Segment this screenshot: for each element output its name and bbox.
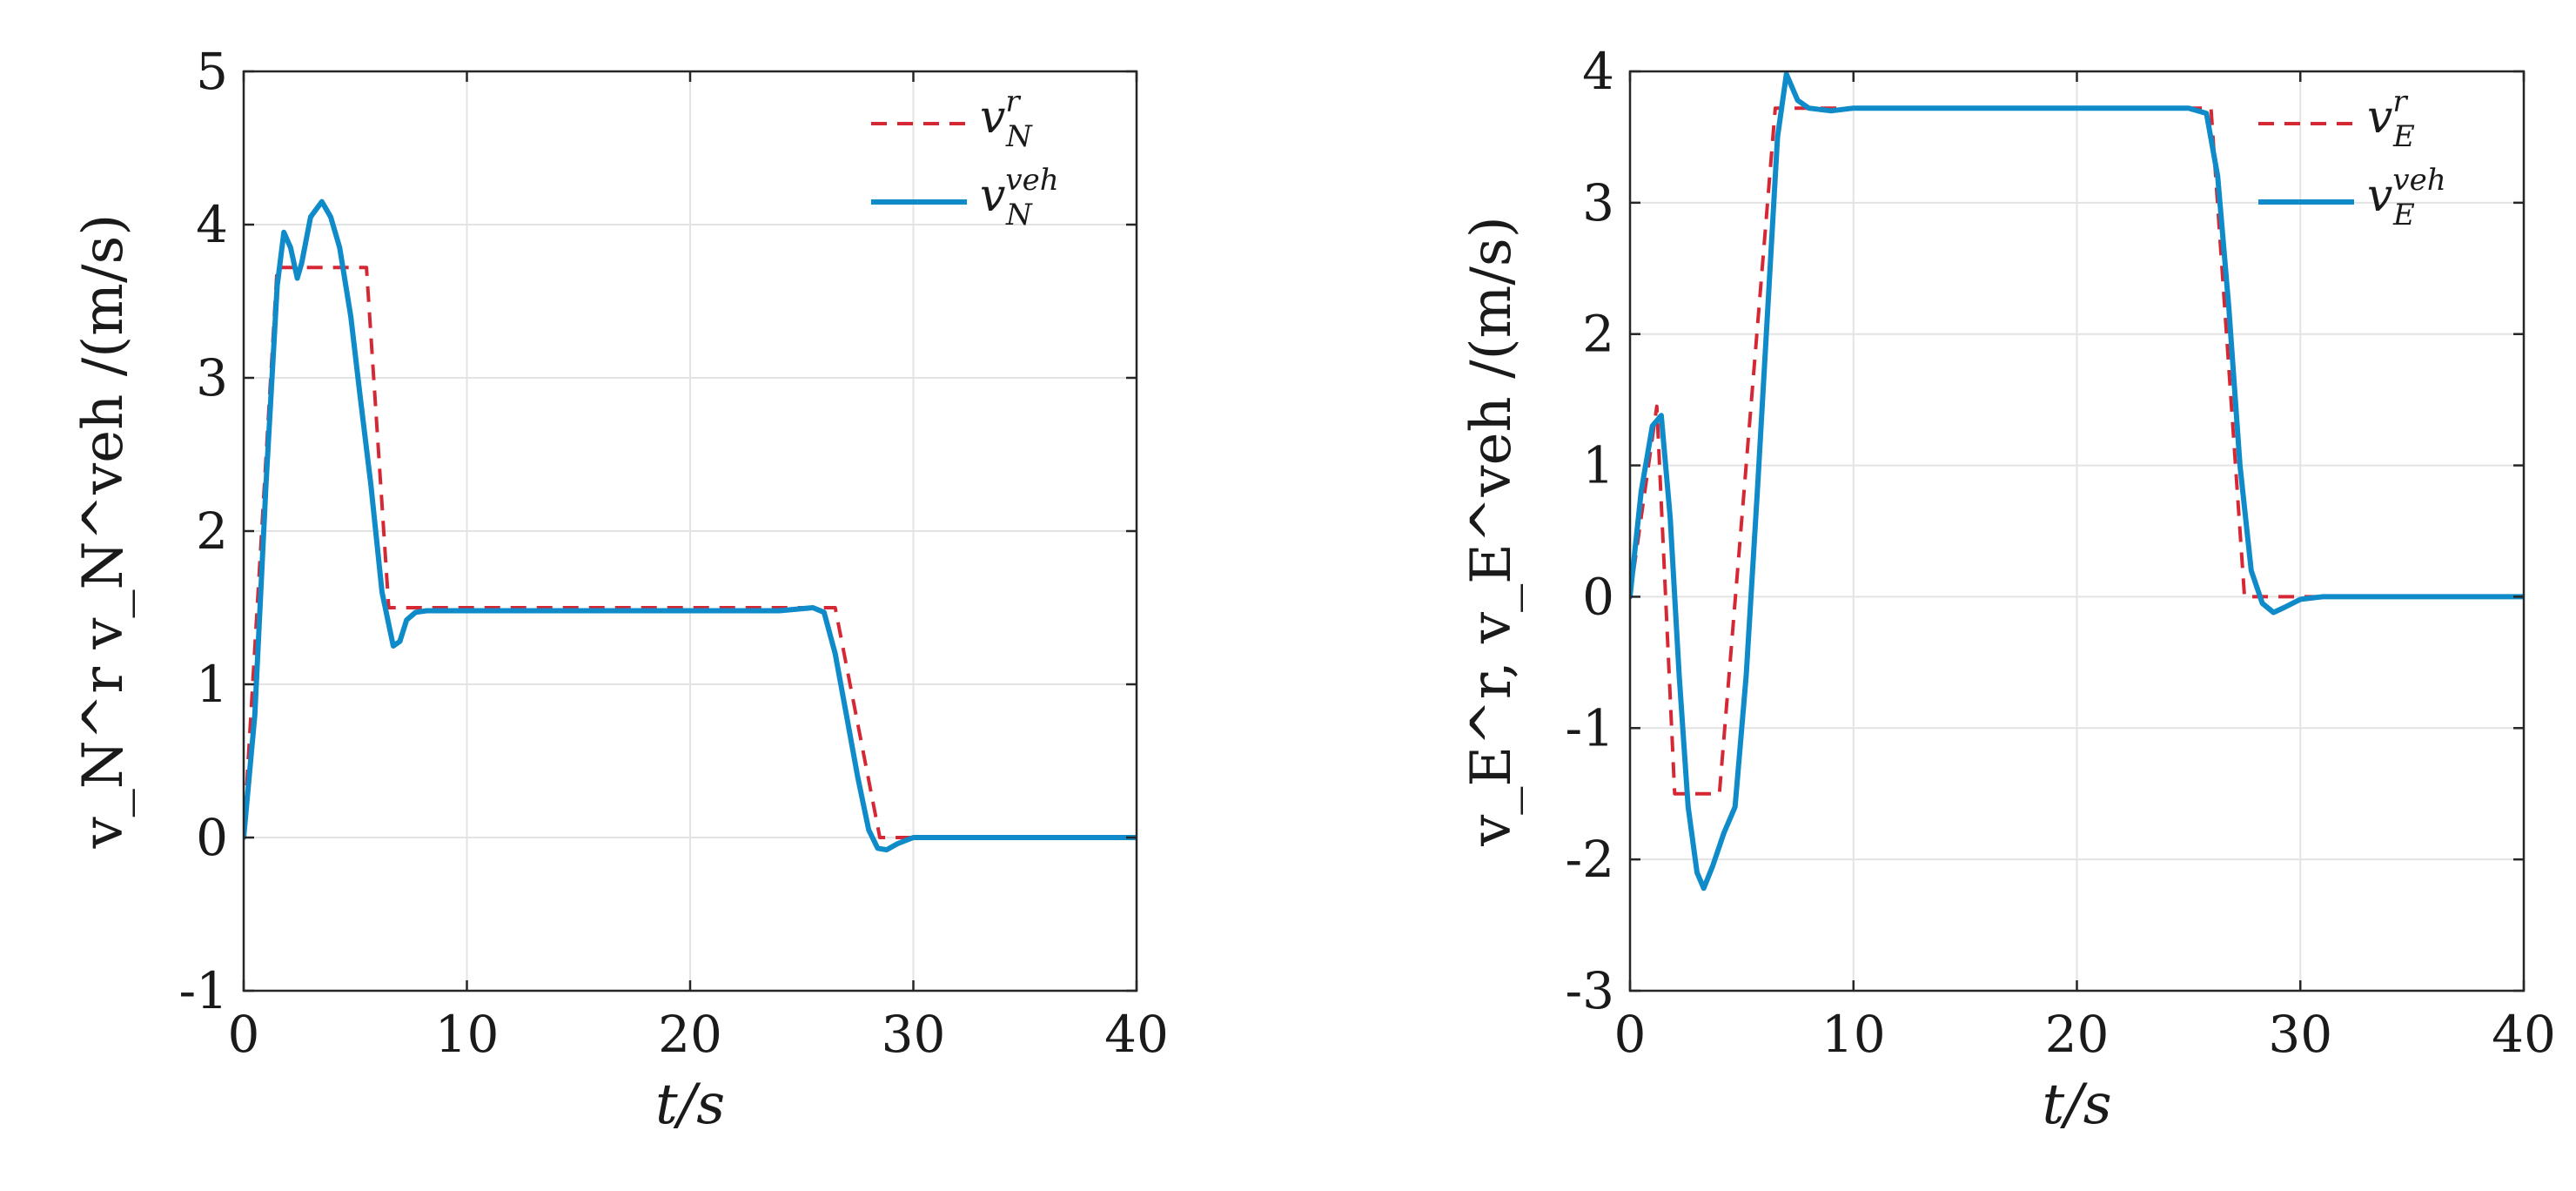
series-line-vehicle [244, 198, 1137, 853]
x-tick-label: 40 [1104, 1005, 1169, 1064]
x-tick-label: 0 [228, 1005, 260, 1064]
x-tick-label: 40 [2492, 1005, 2556, 1064]
legend-label-1: vveh E [2367, 163, 2446, 232]
y-tick-label: -1 [179, 961, 229, 1020]
legend-label-0: vr E [2367, 84, 2415, 154]
x-tick-label: 10 [1821, 1005, 1886, 1064]
y-tick-label: -3 [1566, 961, 1615, 1020]
y-tick-label: 3 [196, 348, 228, 407]
legend-label-1: vveh N [980, 163, 1059, 232]
x-tick-label: 0 [1614, 1005, 1647, 1064]
y-tick-label: 3 [1582, 173, 1614, 232]
y-tick-label: 1 [1582, 436, 1614, 495]
x-axis-label: t/s [655, 1073, 725, 1137]
y-tick-label: 2 [196, 501, 228, 561]
y-tick-label: 0 [1582, 567, 1614, 626]
y-axis-label: v_N^r v_N^veh /(m/s) [71, 214, 136, 850]
x-tick-label: 30 [2268, 1005, 2332, 1064]
x-tick-label: 30 [882, 1005, 946, 1064]
y-tick-label: -1 [1566, 698, 1615, 757]
x-tick-label: 20 [2045, 1005, 2110, 1064]
y-tick-label: 5 [196, 42, 228, 101]
series-line-vehicle [1630, 71, 2524, 892]
y-tick-label: 0 [196, 808, 228, 867]
y-tick-label: -2 [1566, 830, 1615, 889]
x-tick-label: 20 [658, 1005, 722, 1064]
y-axis-label: v_E^r, v_E^veh /(m/s) [1459, 216, 1524, 846]
y-tick-label: 2 [1582, 305, 1614, 364]
x-axis-label: t/s [2042, 1073, 2111, 1137]
x-tick-label: 10 [435, 1005, 500, 1064]
y-tick-label: 1 [196, 655, 228, 714]
legend-label-0: vr N [980, 84, 1033, 154]
y-tick-label: 4 [1582, 42, 1614, 101]
y-tick-label: 4 [196, 195, 228, 254]
chart-east-velocity: 0 10 20 30 40 -3 -2 -1 0 1 2 3 4 t/s v_E^r, v_E^veh /(… [1459, 42, 2556, 1137]
